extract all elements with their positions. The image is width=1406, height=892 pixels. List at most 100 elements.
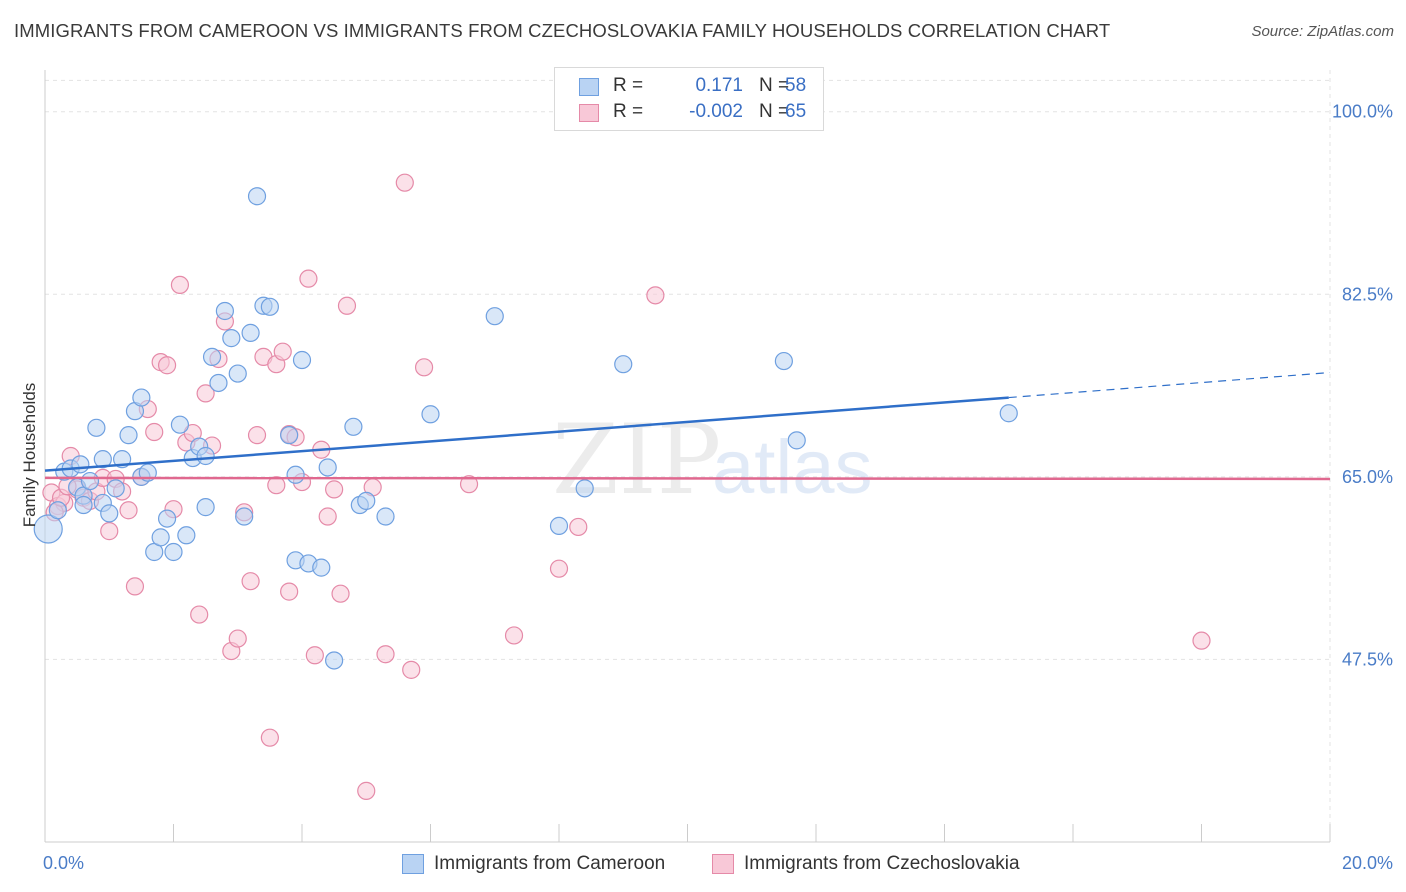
data-point [260, 297, 279, 316]
data-point [575, 479, 594, 498]
data-point [325, 480, 344, 499]
data-point [312, 558, 331, 577]
data-point [331, 584, 350, 603]
data-point [145, 422, 164, 442]
data-point [337, 296, 357, 315]
legend-n-value: 58 [785, 75, 807, 96]
data-point [280, 426, 299, 445]
stats-legend: R = 0.171 N = 58 R = -0.002 N = 65 [554, 67, 824, 131]
data-point [485, 307, 504, 326]
data-point [325, 651, 344, 670]
data-point [1192, 631, 1211, 650]
y-tick-label: 47.5% [1342, 649, 1393, 669]
chart-title: IMMIGRANTS FROM CAMEROON VS IMMIGRANTS F… [14, 20, 1111, 41]
data-point [228, 629, 247, 648]
data-point [504, 626, 524, 645]
data-point [235, 507, 254, 526]
data-point [132, 388, 151, 407]
data-point [569, 517, 588, 537]
data-point [87, 418, 106, 437]
data-point [190, 605, 209, 624]
y-tick-label: 100.0% [1332, 102, 1393, 122]
legend-r-label: R = [613, 75, 644, 96]
data-point [402, 660, 421, 679]
data-point [71, 455, 90, 474]
legend-n-label: N = [759, 101, 790, 122]
data-point [228, 364, 247, 383]
data-point [376, 507, 395, 526]
y-tick-label: 82.5% [1342, 284, 1393, 304]
data-point [157, 356, 177, 375]
data-point [157, 509, 177, 528]
data-point [421, 405, 440, 424]
legend-n-value: 65 [785, 101, 807, 122]
data-point [170, 415, 190, 434]
trend-line-czechoslovakia [44, 476, 1331, 481]
data-point [33, 514, 63, 544]
data-point [247, 187, 267, 206]
data-point [196, 498, 215, 517]
y-axis-label: Family Households [20, 383, 39, 528]
data-point [202, 347, 222, 366]
data-point [241, 323, 260, 342]
data-point [286, 465, 305, 484]
axes [44, 70, 1331, 843]
data-point [48, 501, 67, 520]
legend-label-czechoslovakia: Immigrants from Czechoslovakia [744, 853, 1020, 874]
data-point [215, 301, 234, 321]
series-legend: Immigrants from Cameroon Immigrants from… [0, 852, 1406, 878]
legend-r-value: 0.171 [695, 75, 743, 96]
y-tick-label: 65.0% [1342, 467, 1393, 487]
data-point [151, 528, 170, 547]
data-point [164, 542, 183, 562]
data-point [376, 645, 395, 664]
data-point [247, 426, 267, 445]
data-point [260, 728, 279, 747]
legend-r-value: -0.002 [689, 101, 743, 122]
data-point [267, 476, 286, 495]
data-point [414, 358, 434, 377]
trend-line-cameroon-extension [1008, 371, 1331, 399]
trend-line-cameroon [44, 396, 1009, 472]
data-point [318, 458, 337, 477]
data-point [93, 450, 112, 469]
data-point [395, 173, 414, 192]
data-point [241, 572, 260, 591]
data-point [299, 269, 318, 288]
data-point [119, 501, 138, 520]
data-point [646, 286, 665, 305]
data-point [999, 404, 1018, 423]
data-point [196, 446, 215, 466]
legend-r-label: R = [613, 101, 644, 122]
trend-lines [44, 371, 1331, 481]
data-point [222, 329, 241, 348]
data-point [80, 471, 100, 491]
data-point [273, 342, 292, 361]
data-point [125, 577, 145, 596]
data-point [774, 351, 793, 371]
y-tick-labels: 100.0% 82.5% 65.0% 47.5% [1332, 102, 1393, 670]
data-point [549, 516, 569, 535]
legend-swatch-cameroon [579, 78, 599, 96]
series-cameroon-points [33, 187, 1018, 670]
legend-swatch-czechoslovakia [579, 104, 599, 122]
data-point [787, 431, 806, 450]
data-point [100, 504, 119, 523]
legend-swatch-czechoslovakia [712, 854, 734, 874]
legend-swatch-cameroon [402, 854, 424, 874]
legend-label-cameroon: Immigrants from Cameroon [434, 853, 666, 874]
x-tick-label-min: 0.0% [43, 853, 84, 873]
data-point [74, 495, 93, 515]
data-point [100, 522, 119, 541]
x-tick-label-max: 20.0% [1342, 853, 1393, 873]
data-point [318, 507, 337, 526]
data-point [119, 426, 138, 445]
data-point [106, 479, 125, 498]
chart-source: Source: ZipAtlas.com [1251, 23, 1394, 40]
x-tick-labels: 0.0% 20.0% [43, 853, 1393, 873]
data-point [459, 475, 479, 494]
data-point [357, 491, 376, 510]
data-point [614, 355, 633, 374]
data-point [196, 384, 215, 403]
